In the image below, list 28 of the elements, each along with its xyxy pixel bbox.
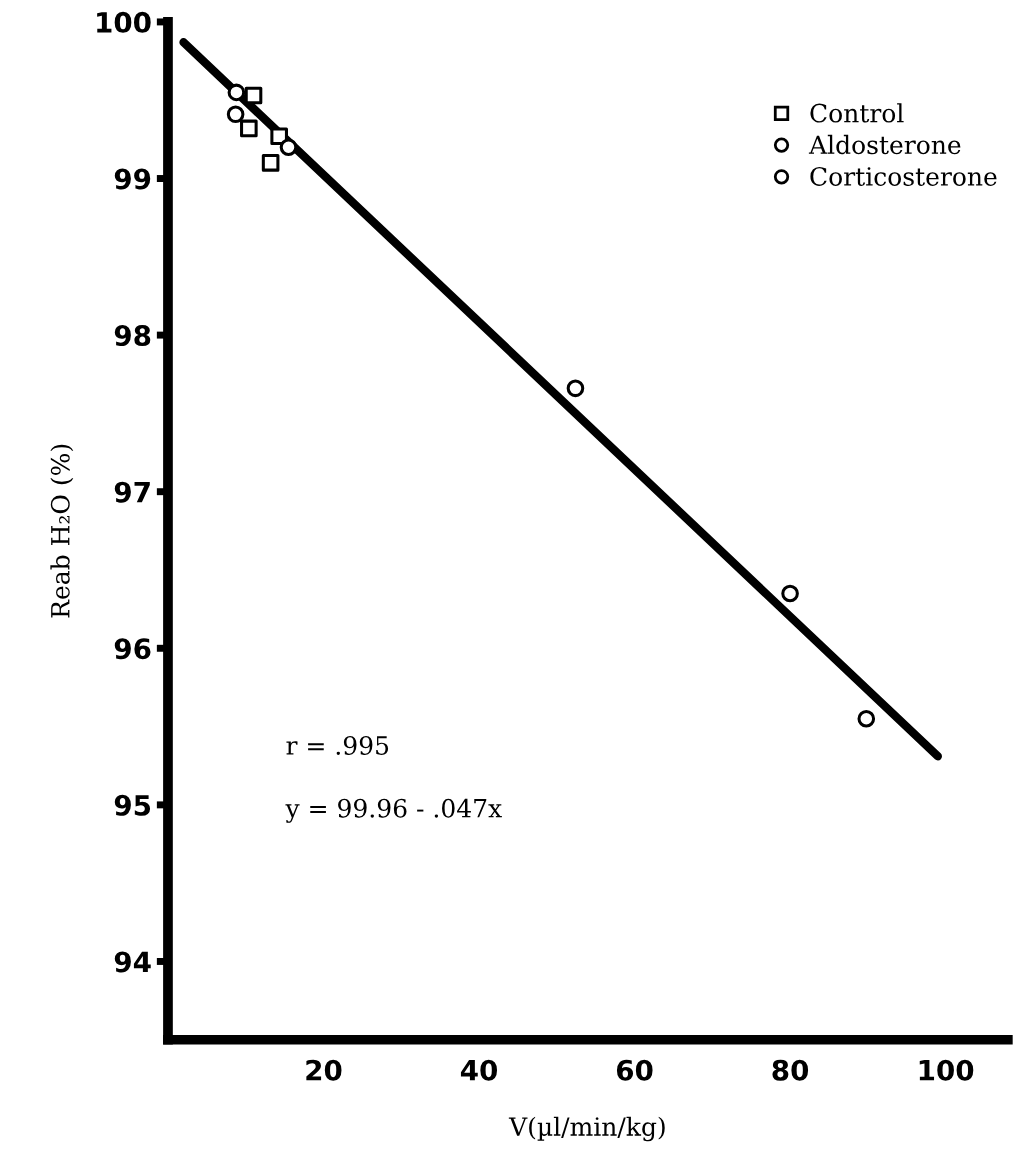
annotation: r = .995 <box>286 735 389 755</box>
point <box>226 105 245 124</box>
x-tick-label: 20 <box>306 1059 342 1081</box>
y-tick-label: 100 <box>97 11 151 33</box>
x-axis-title: V(µl/min/kg) <box>508 1116 665 1142</box>
x-tick-label: 40 <box>460 1059 498 1081</box>
legend-label: Corticosterone <box>810 167 997 186</box>
x-tick-label: 60 <box>616 1059 653 1081</box>
point <box>261 154 280 172</box>
legend-label: Aldosterone <box>808 134 961 155</box>
legend-label: Control <box>810 103 904 123</box>
y-tick-label: 99 <box>114 168 151 190</box>
annotation: y = 99.96 - .047x <box>285 798 502 823</box>
point <box>240 119 258 138</box>
y-tick-label: 95 <box>114 794 151 816</box>
point <box>279 138 298 157</box>
y-axis-title: Reab H₂O (%) <box>50 444 74 618</box>
y-tick-label: 96 <box>114 638 151 660</box>
y-tick-label: 97 <box>114 481 150 503</box>
y-tick-label: 94 <box>114 951 151 973</box>
x-tick-label: 80 <box>772 1059 809 1081</box>
x-tick-label: 100 <box>919 1059 974 1081</box>
y-tick-label: 98 <box>114 325 151 347</box>
point <box>857 709 876 728</box>
point <box>566 379 585 398</box>
point <box>781 584 799 603</box>
point <box>244 86 263 105</box>
point <box>227 83 246 102</box>
